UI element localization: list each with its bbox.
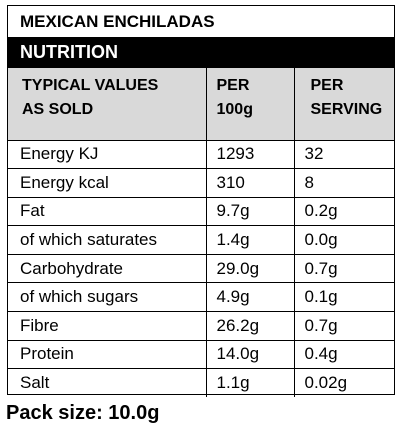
nutrient-name: of which sugars	[8, 282, 207, 313]
table-row: Carbohydrate 29.0g 0.7g	[8, 253, 394, 284]
value-per-serving: 32	[293, 140, 394, 170]
value-per-serving: 8	[293, 168, 394, 198]
value-per-100g: 1293	[205, 140, 295, 170]
pack-size: Pack size: 10.0g	[6, 402, 160, 424]
nutrition-table: TYPICAL VALUES AS SOLD PER 100g PER SERV…	[8, 68, 394, 398]
table-row: Salt 1.1g 0.02g	[8, 368, 394, 398]
value-per-100g: 310	[205, 168, 295, 198]
table-row: of which saturates 1.4g 0.0g	[8, 225, 394, 255]
header-typical-values: TYPICAL VALUES AS SOLD	[8, 68, 207, 141]
header-per-100g-line1: PER	[216, 77, 250, 94]
value-per-100g: 1.4g	[205, 225, 295, 255]
nutrition-label: MEXICAN ENCHILADAS NUTRITION TYPICAL VAL…	[7, 5, 395, 398]
value-per-serving: 0.0g	[293, 225, 394, 255]
value-per-serving: 0.4g	[293, 339, 394, 370]
value-per-100g: 1.1g	[205, 368, 295, 398]
header-typical-values-line1: TYPICAL VALUES	[22, 77, 159, 94]
nutrition-section-title: NUTRITION	[8, 37, 394, 68]
header-per-serving: PER SERVING	[293, 68, 394, 141]
table-row: of which sugars 4.9g 0.1g	[8, 282, 394, 313]
product-title: MEXICAN ENCHILADAS	[20, 12, 215, 31]
header-per-100g: PER 100g	[205, 68, 295, 141]
value-per-serving: 0.7g	[293, 311, 394, 341]
value-per-serving: 0.2g	[293, 196, 394, 227]
table-row: Fat 9.7g 0.2g	[8, 196, 394, 227]
header-per-100g-line2: 100g	[216, 101, 253, 118]
value-per-100g: 14.0g	[205, 339, 295, 370]
nutrient-name: Energy KJ	[8, 140, 207, 170]
table-row: Energy KJ 1293 32	[8, 140, 394, 170]
value-per-100g: 4.9g	[205, 282, 295, 313]
nutrient-name: Fat	[8, 196, 207, 227]
value-per-serving: 0.1g	[293, 282, 394, 313]
header-per-serving-line2: SERVING	[310, 101, 383, 118]
value-per-serving: 0.7g	[293, 253, 394, 284]
nutrient-name: of which saturates	[8, 225, 207, 255]
header-typical-values-line2: AS SOLD	[22, 101, 94, 118]
nutrient-name: Fibre	[8, 311, 207, 341]
table-row: Protein 14.0g 0.4g	[8, 339, 394, 370]
header-per-serving-line1: PER	[310, 77, 344, 94]
table-row: Fibre 26.2g 0.7g	[8, 311, 394, 341]
table-header-row: TYPICAL VALUES AS SOLD PER 100g PER SERV…	[8, 68, 394, 141]
nutrient-name: Salt	[8, 368, 207, 398]
table-row: Energy kcal 310 8	[8, 168, 394, 198]
value-per-serving: 0.02g	[293, 368, 394, 398]
value-per-100g: 9.7g	[205, 196, 295, 227]
nutrient-name: Carbohydrate	[8, 253, 207, 284]
nutrient-name: Protein	[8, 339, 207, 370]
value-per-100g: 29.0g	[205, 253, 295, 284]
value-per-100g: 26.2g	[205, 311, 295, 341]
nutrient-name: Energy kcal	[8, 168, 207, 198]
